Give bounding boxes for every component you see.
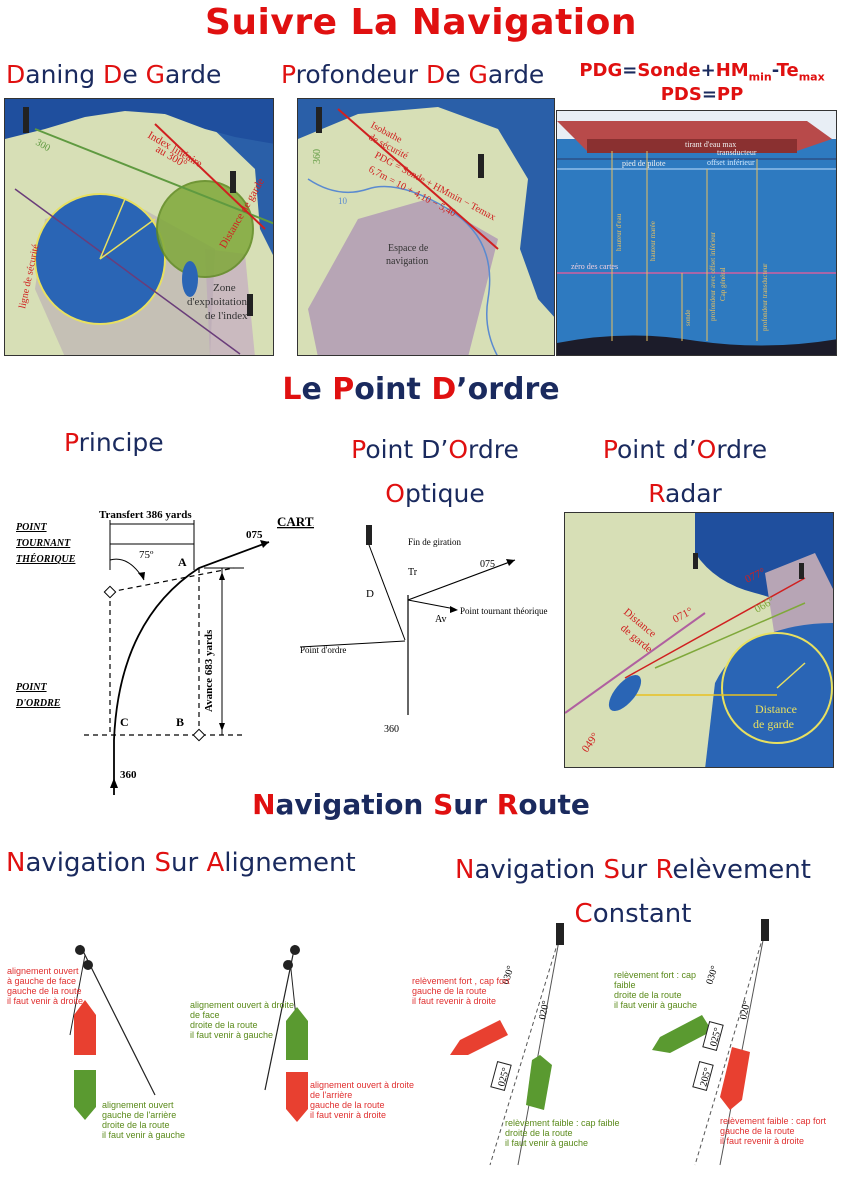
- boat-icon-red-r2: [720, 1047, 750, 1110]
- r2-020-label: 020°: [738, 1000, 753, 1021]
- boat-icon-red-right: [286, 1072, 308, 1122]
- optique-075-label: 075: [480, 559, 495, 570]
- alignement-heading: Navigation Sur Alignement: [6, 848, 356, 878]
- page-title: Suivre La Navigation: [204, 2, 638, 43]
- profondeur-de-garde-map: Isobathe de sécurité PDG = Sonde + HMmin…: [297, 98, 555, 356]
- releve-text-c: relèvement faible : cap faible droite de …: [505, 1118, 620, 1148]
- align-text-d: alignement ouvert à droite de l'arrière ga…: [310, 1080, 415, 1120]
- point-c-label: C: [120, 715, 129, 729]
- releve-text-b: relèvement fort : cap faible droite de la …: [614, 970, 698, 1010]
- boat-icon-green-r1: [526, 1055, 552, 1110]
- radar-heading: Point d’Ordre Radar: [602, 435, 768, 508]
- profondeur-offset-label: profondeur avec offset inférieur: [709, 231, 717, 321]
- pdg-formula: PDG=Sonde+HMmin-Temax: [579, 60, 825, 84]
- course-075-label: 075: [246, 529, 263, 541]
- profondeur-de-garde-heading: Profondeur De Garde: [281, 60, 545, 89]
- daning-de-garde-map: Index linéaire au 300° Distance de garde…: [4, 98, 274, 356]
- hauteur-maree-label: hauteur marée: [649, 221, 657, 261]
- boat-icon-green-r2: [652, 1015, 712, 1053]
- point-ordre-1: POINT: [16, 682, 47, 693]
- course-360-label: 360: [120, 769, 137, 781]
- pds-formula: PDS=PP: [660, 84, 744, 105]
- lighthouse-icon: [75, 945, 93, 970]
- releve-text-a: relèvement fort , cap fort gauche de la r…: [412, 976, 510, 1006]
- espace-navigation-label-2: navigation: [386, 256, 428, 267]
- optique-diagram: Fin de giration Tr 075 D Point tournant …: [299, 515, 560, 745]
- point-ordre-2: D'ORDRE: [15, 698, 61, 709]
- releve-heading: Navigation Sur Relèvement Constant: [455, 855, 811, 929]
- align-text-c: alignement ouvert gauche de l'arrière droi…: [102, 1100, 186, 1140]
- heading-360-label: 360: [312, 149, 323, 164]
- lighthouse-icon-3: [556, 923, 564, 945]
- zone-label-1: Zone: [213, 282, 236, 294]
- espace-navigation-label: Espace de: [388, 243, 429, 254]
- point-b-label: B: [176, 715, 184, 729]
- sonde-label: sonde: [684, 310, 692, 326]
- boat-icon-green-left: [74, 1070, 96, 1120]
- lighthouse-icon-4: [761, 919, 769, 941]
- principe-diagram: Transfert 386 yards CARTE 075 POINT TOUR…: [14, 500, 322, 800]
- route-title: Navigation Sur Route: [252, 788, 590, 821]
- d-label: D: [366, 588, 374, 600]
- point-a-label: A: [178, 555, 187, 569]
- point-tournant-3: THÉORIQUE: [16, 553, 76, 565]
- avance-label: Avance 683 yards: [203, 629, 215, 712]
- zone-label-3: de l'index: [205, 310, 248, 322]
- r1-020-label: 020°: [537, 1000, 552, 1021]
- profondeur-transducteur-label: profondeur transducteur: [761, 263, 769, 331]
- point-tournant-1: POINT: [16, 522, 47, 533]
- angle-75-label: 75º: [139, 549, 154, 561]
- releve-text-d: relèvement faible : cap fort gauche de la…: [720, 1116, 827, 1146]
- zero-cartes-label: zéro des cartes: [571, 262, 618, 271]
- point-ordre-title: Le Point D’ordre: [282, 372, 560, 407]
- principe-heading: Principe: [64, 428, 164, 457]
- lighthouse-icon-2: [283, 945, 300, 970]
- depth-cross-section: tirant d'eau max transducteur pied de pi…: [556, 110, 837, 356]
- isobath-10-label: 10: [338, 196, 348, 206]
- tirant-label: tirant d'eau max: [685, 140, 736, 149]
- offset-label: offset inférieur: [707, 158, 755, 167]
- r2-030-label: 030°: [704, 964, 720, 985]
- r2-025-label: 025°: [708, 1027, 724, 1048]
- daning-de-garde-heading: Daning De Garde: [6, 60, 222, 89]
- align-text-a: alignement ouvert à gauche de face gauche …: [7, 966, 84, 1006]
- fin-giration-label: Fin de giration: [408, 537, 461, 547]
- alignement-diagram: [0, 935, 420, 1185]
- pied-pilote-label: pied de pilote: [622, 159, 666, 168]
- carte-label: CARTE: [277, 514, 314, 529]
- circle-distance-label: Distance: [755, 702, 797, 716]
- boat-icon-red-left: [74, 1000, 96, 1055]
- cap-general-label: Cap général: [719, 267, 727, 301]
- tr-label: Tr: [408, 567, 418, 578]
- releve-diagram: 030° 020° 025° 030° 020° 025° 205°: [420, 915, 842, 1185]
- transducteur-label: transducteur: [717, 148, 757, 157]
- boat-icon-green-right: [286, 1007, 308, 1060]
- transfert-label: Transfert 386 yards: [99, 509, 192, 521]
- r1-025-label: 025°: [496, 1067, 512, 1088]
- av-label: Av: [435, 614, 446, 625]
- point-ordre-optique-label: Point d'ordre: [300, 645, 346, 655]
- point-tournant-2: TOURNANT: [16, 538, 71, 549]
- radar-diagram: 077° 071° 066° 049° Distance de garde Di…: [564, 512, 834, 768]
- optique-360-label: 360: [384, 724, 399, 735]
- boat-icon-red-r1: [450, 1020, 508, 1055]
- zone-label-2: d'exploitation: [187, 296, 248, 308]
- circle-de-garde-label: de garde: [753, 717, 794, 731]
- r2-205-label: 205°: [698, 1067, 714, 1088]
- align-text-b: alignement ouvert à droite de face droite …: [190, 1000, 295, 1040]
- optique-heading: Point D’Ordre Optique: [351, 435, 519, 508]
- hauteur-eau-label: hauteur d'eau: [615, 213, 623, 251]
- point-tournant-theorique-label: Point tournant théorique: [460, 606, 548, 616]
